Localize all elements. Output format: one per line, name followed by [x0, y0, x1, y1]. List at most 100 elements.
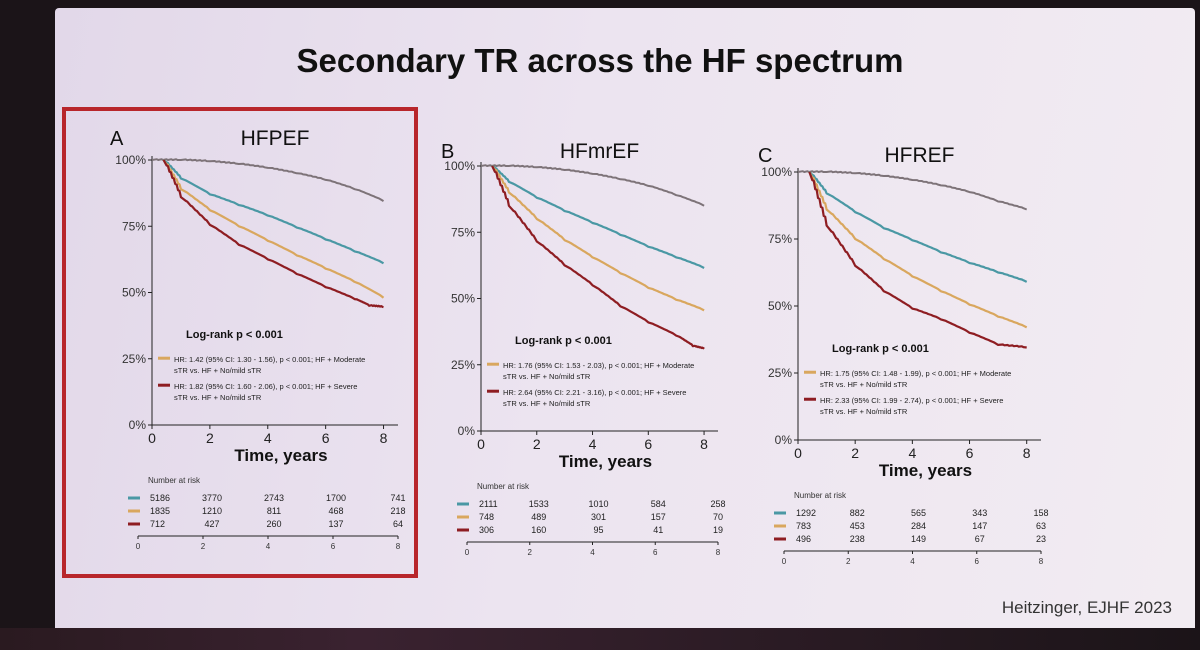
- slide-background: [55, 8, 1195, 638]
- y-tick-label: 25%: [768, 366, 792, 380]
- series-line-orange: [162, 159, 385, 299]
- risk-table-cell: 19: [713, 525, 723, 535]
- risk-table-cell: 811: [267, 506, 281, 516]
- x-tick-label: 4: [589, 436, 597, 452]
- risk-table-cell: 157: [651, 512, 666, 522]
- risk-table-cell: 741: [390, 493, 405, 503]
- y-tick-label: 100%: [761, 165, 792, 179]
- x-axis-label: Time, years: [234, 446, 327, 465]
- risk-table-tick-label: 8: [1039, 557, 1044, 566]
- hr-moderate-text: HR: 1.42 (95% CI: 1.30 - 1.56), p < 0.00…: [174, 355, 365, 364]
- risk-table-cell: 258: [710, 499, 725, 509]
- risk-table-title: Number at risk: [477, 482, 530, 491]
- risk-table-tick-label: 0: [782, 557, 787, 566]
- x-tick-label: 4: [264, 430, 272, 446]
- risk-table-cell: 1533: [529, 499, 549, 509]
- hr-moderate-text: sTR vs. HF + No/mild sTR: [503, 372, 591, 381]
- risk-table-cell: 783: [796, 521, 811, 531]
- risk-table-cell: 748: [479, 512, 494, 522]
- x-tick-label: 6: [966, 445, 974, 461]
- x-tick-label: 6: [644, 436, 652, 452]
- x-tick-label: 4: [908, 445, 916, 461]
- series-line-gray: [480, 164, 705, 207]
- risk-table-cell: 5186: [150, 493, 170, 503]
- risk-table-cell: 147: [972, 521, 987, 531]
- risk-table-tick-label: 8: [716, 548, 721, 557]
- logrank-label: Log-rank p < 0.001: [832, 343, 929, 355]
- y-tick-label: 50%: [122, 286, 146, 300]
- y-tick-label: 50%: [768, 299, 792, 313]
- risk-table-cell: 496: [796, 534, 811, 544]
- risk-table-tick-label: 4: [910, 557, 915, 566]
- risk-table-cell: 343: [972, 508, 987, 518]
- risk-table-cell: 64: [393, 519, 403, 529]
- risk-table-cell: 306: [479, 525, 494, 535]
- risk-table-tick-label: 8: [396, 542, 401, 551]
- risk-table-cell: 1292: [796, 508, 816, 518]
- y-tick-label: 100%: [444, 159, 475, 173]
- series-line-teal: [808, 171, 1028, 283]
- risk-table-cell: 301: [591, 512, 606, 522]
- hr-severe-text: HR: 2.64 (95% CI: 2.21 - 3.16), p < 0.00…: [503, 388, 686, 397]
- risk-table-cell: 149: [911, 534, 926, 544]
- hr-moderate-text: sTR vs. HF + No/mild sTR: [174, 366, 262, 375]
- citation: Heitzinger, EJHF 2023: [1001, 598, 1172, 617]
- risk-table-title: Number at risk: [148, 476, 201, 485]
- series-line-teal: [491, 165, 705, 269]
- hr-severe-text: sTR vs. HF + No/mild sTR: [174, 393, 262, 402]
- panel-b-chart: B HFmrEF 0% 25% 50% 75% 100% 0 2 4 6 8 Time, years Lo…: [441, 140, 726, 557]
- x-tick-label: 2: [851, 445, 859, 461]
- x-tick-label: 0: [148, 430, 156, 446]
- y-tick-label: 75%: [122, 219, 146, 233]
- x-axis-label: Time, years: [559, 452, 652, 471]
- hr-severe-text: sTR vs. HF + No/mild sTR: [503, 399, 591, 408]
- y-tick-label: 0%: [775, 433, 793, 447]
- x-tick-label: 8: [380, 430, 388, 446]
- risk-table-cell: 2111: [479, 499, 498, 509]
- risk-table-title: Number at risk: [794, 491, 847, 500]
- panel-c-chart: C HFREF 0% 25% 50% 75% 100% 0 2 4 6 8 Time, years Log…: [758, 144, 1049, 566]
- y-tick-label: 25%: [122, 352, 146, 366]
- risk-table-tick-label: 2: [528, 548, 533, 557]
- risk-table-cell: 63: [1036, 521, 1046, 531]
- risk-table-cell: 23: [1036, 534, 1046, 544]
- x-tick-label: 8: [700, 436, 708, 452]
- series-line-red: [162, 159, 384, 309]
- x-tick-label: 6: [322, 430, 330, 446]
- panel-letter: C: [758, 145, 772, 167]
- risk-table-cell: 284: [911, 521, 926, 531]
- y-tick-label: 50%: [451, 292, 475, 306]
- series-line-gray: [797, 170, 1028, 211]
- panel-title: HFmrEF: [560, 140, 639, 163]
- risk-table-cell: 238: [850, 534, 865, 544]
- panel-letter: A: [110, 128, 124, 150]
- risk-table-tick-label: 4: [590, 548, 595, 557]
- risk-table-cell: 1835: [150, 506, 170, 516]
- risk-table-cell: 3770: [202, 493, 222, 503]
- risk-table-tick-label: 6: [975, 557, 980, 566]
- x-tick-label: 2: [533, 436, 541, 452]
- x-tick-label: 0: [477, 436, 485, 452]
- risk-table-cell: 95: [593, 525, 603, 535]
- risk-table-cell: 1010: [588, 499, 608, 509]
- risk-table-cell: 41: [653, 525, 663, 535]
- risk-table-tick-label: 6: [653, 548, 658, 557]
- highlight-frame: [62, 107, 418, 578]
- y-tick-label: 75%: [768, 232, 792, 246]
- x-tick-label: 0: [794, 445, 802, 461]
- hr-moderate-text: HR: 1.76 (95% CI: 1.53 - 2.03), p < 0.00…: [503, 361, 694, 370]
- hr-severe-text: HR: 2.33 (95% CI: 1.99 - 2.74), p < 0.00…: [820, 396, 1003, 405]
- risk-table-cell: 70: [713, 512, 723, 522]
- risk-table-tick-label: 0: [136, 542, 141, 551]
- series-line-orange: [491, 165, 705, 312]
- risk-table-cell: 453: [850, 521, 865, 531]
- risk-table-tick-label: 2: [201, 542, 206, 551]
- risk-table-cell: 712: [150, 519, 165, 529]
- risk-table-cell: 1210: [202, 506, 222, 516]
- risk-table-cell: 468: [328, 506, 343, 516]
- risk-table-tick-label: 6: [331, 542, 336, 551]
- series-line-orange: [808, 171, 1028, 329]
- risk-table-cell: 427: [204, 519, 219, 529]
- risk-table-cell: 489: [531, 512, 546, 522]
